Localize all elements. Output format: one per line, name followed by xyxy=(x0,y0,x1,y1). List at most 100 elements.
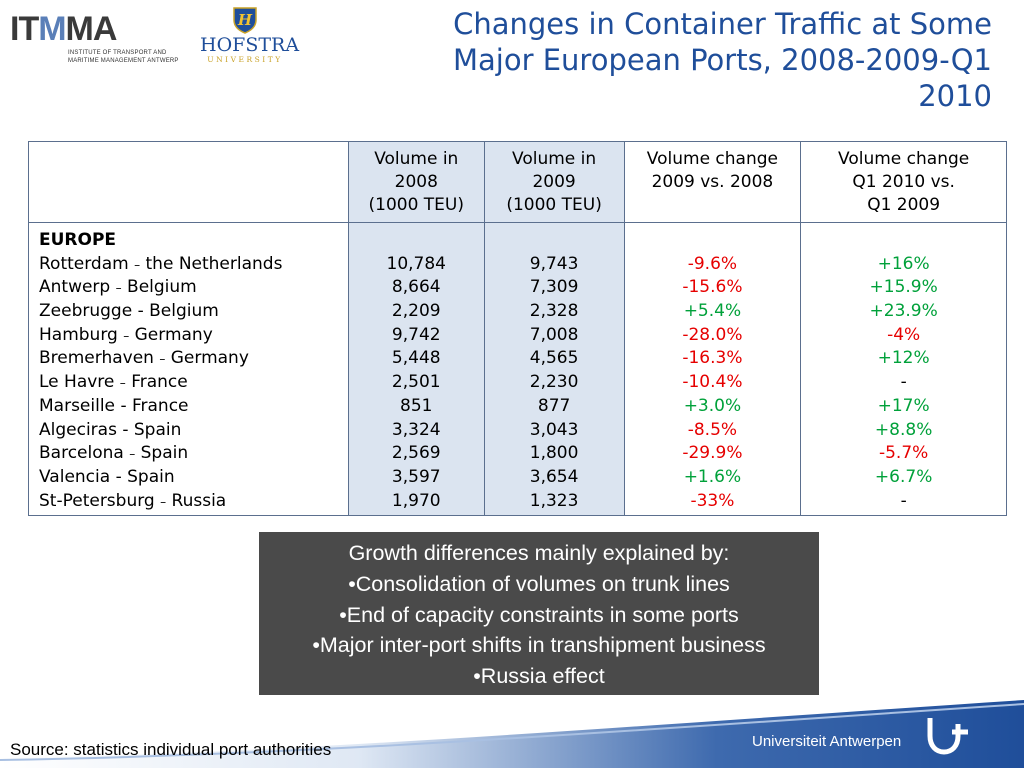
volume-2009-value: 2,328 xyxy=(529,301,579,322)
port-country: France xyxy=(131,395,189,416)
header-volume-2009-line2: 2009 xyxy=(532,172,576,192)
hofstra-name: HOFSTRA xyxy=(200,34,300,56)
change-q1-value: +6.7% xyxy=(874,466,933,487)
port-row-label: Hamburg – Germany xyxy=(39,324,348,348)
change-q1-value: -4% xyxy=(887,324,921,345)
itmma-subline-1: INSTITUTE OF TRANSPORT AND xyxy=(68,50,167,56)
header-volume-2008-line3: (1000 TEU) xyxy=(368,195,465,215)
change-2009-value: -9.6% xyxy=(687,253,738,274)
port-name: Valencia xyxy=(39,466,111,487)
change-2009-value: -10.4% xyxy=(682,372,743,393)
table-body-row: EUROPE Rotterdam – the Netherlands Antwer… xyxy=(28,221,1007,517)
change-q1-cell: +16% +15.9% +23.9% -4% +12% - +17% +8.8% -5.7% +6… xyxy=(800,221,1007,517)
volume-2008-value: 1,970 xyxy=(391,490,441,511)
port-row-label: Bremerhaven – Germany xyxy=(39,347,348,371)
port-separator: - xyxy=(115,466,122,487)
summary-bullet-2: •End of capacity constraints in some por… xyxy=(339,602,739,627)
change-2009-value: -28.0% xyxy=(682,324,743,345)
change-2009-value: -16.3% xyxy=(682,348,743,369)
port-country: Spain xyxy=(127,466,175,487)
source-note: Source: statistics individual port autho… xyxy=(10,740,332,759)
summary-box: Growth differences mainly explained by: … xyxy=(259,532,819,695)
header-change-q1-line2: Q1 2010 vs. xyxy=(852,172,955,192)
itmma-logo-part1: IT xyxy=(10,10,39,48)
header-change-2009-line2: 2009 vs. 2008 xyxy=(651,172,774,192)
volume-2009-list: 9,743 7,309 2,328 7,008 4,565 2,230 877 3,043 1,… xyxy=(485,253,624,514)
change-2009-value: +3.0% xyxy=(683,395,742,416)
port-row-label: Antwerp – Belgium xyxy=(39,276,348,300)
port-country: Germany xyxy=(134,324,213,345)
header-volume-2009: Volume in 2009 (1000 TEU) xyxy=(483,141,625,223)
port-row-label: Barcelona – Spain xyxy=(39,442,348,466)
volume-2008-value: 3,324 xyxy=(391,419,441,440)
change-2009-value: -29.9% xyxy=(682,443,743,464)
port-name: Hamburg xyxy=(39,324,118,345)
itmma-logo-part2: M xyxy=(38,10,66,48)
change-2009-list: -9.6% -15.6% +5.4% -28.0% -16.3% -10.4% +3.0% -… xyxy=(625,253,801,514)
change-2009-value: -33% xyxy=(690,490,735,511)
change-q1-value: +8.8% xyxy=(874,419,933,440)
title-line-1: Changes in Container Traffic at Some xyxy=(453,7,992,41)
volume-2009-value: 7,309 xyxy=(529,277,579,298)
port-row-label: Marseille - France xyxy=(39,395,348,419)
port-separator: – xyxy=(160,494,167,509)
port-name: St-Petersburg xyxy=(39,490,155,511)
university-antwerp-name: Universiteit Antwerpen xyxy=(752,733,902,750)
port-row-label: Valencia - Spain xyxy=(39,466,348,490)
volume-2008-value: 2,209 xyxy=(391,301,441,322)
header-volume-2008: Volume in 2008 (1000 TEU) xyxy=(347,141,485,223)
volume-2009-value: 1,323 xyxy=(529,490,579,511)
itmma-logo-wordmark: ITMMA xyxy=(10,10,118,48)
change-q1-list: +16% +15.9% +23.9% -4% +12% - +17% +8.8% -5.7% +6… xyxy=(801,253,1006,514)
region-label: EUROPE xyxy=(39,230,117,250)
summary-bullet-3: •Major inter-port shifts in transhipment… xyxy=(312,633,766,658)
port-name: Rotterdam xyxy=(39,253,129,274)
university-antwerp-logo-icon xyxy=(927,718,968,755)
change-2009-value: -15.6% xyxy=(682,277,743,298)
volume-2008-value: 851 xyxy=(400,395,433,416)
port-name: Bremerhaven xyxy=(39,348,154,369)
port-country: Belgium xyxy=(127,277,197,298)
container-traffic-table: Volume in 2008 (1000 TEU) Volume in 2009… xyxy=(28,141,1007,517)
volume-2009-cell: 9,743 7,309 2,328 7,008 4,565 2,230 877 3,043 1,… xyxy=(483,221,625,517)
volume-2008-value: 8,664 xyxy=(391,277,441,298)
change-q1-value: - xyxy=(900,372,907,393)
itmma-logo-part3: MA xyxy=(65,10,118,48)
header-change-q1-line3: Q1 2009 xyxy=(867,195,941,215)
change-2009-value: -8.5% xyxy=(687,419,738,440)
header-port xyxy=(28,141,349,223)
port-row-label: Le Havre – France xyxy=(39,371,348,395)
port-country: Belgium xyxy=(149,301,219,322)
port-name: Barcelona xyxy=(39,443,124,464)
change-2009-cell: -9.6% -15.6% +5.4% -28.0% -16.3% -10.4% +3.0% -… xyxy=(623,221,802,517)
port-separator: – xyxy=(129,447,136,462)
summary-heading: Growth differences mainly explained by: xyxy=(348,541,730,565)
port-row-label: Algeciras - Spain xyxy=(39,419,348,443)
hofstra-logo: H HOFSTRA UNIVERSITY xyxy=(200,6,300,68)
change-q1-value: +16% xyxy=(877,253,930,274)
port-row-label: St-Petersburg – Russia xyxy=(39,490,348,514)
volume-2008-value: 5,448 xyxy=(391,348,441,369)
change-q1-value: +12% xyxy=(877,348,930,369)
port-separator: - xyxy=(122,419,129,440)
header-volume-2009-line1: Volume in xyxy=(512,149,597,169)
change-2009-value: +5.4% xyxy=(683,301,742,322)
port-name: Marseille xyxy=(39,395,116,416)
volume-2009-value: 3,043 xyxy=(529,419,579,440)
title-line-3: 2010 xyxy=(918,79,992,113)
change-q1-value: +23.9% xyxy=(869,301,938,322)
port-country: Spain xyxy=(133,419,182,440)
volume-2008-value: 9,742 xyxy=(391,324,441,345)
port-country: Russia xyxy=(171,490,227,511)
volume-2008-value: 2,501 xyxy=(391,372,441,393)
change-q1-value: +15.9% xyxy=(869,277,938,298)
hofstra-university: UNIVERSITY xyxy=(207,55,283,64)
header-volume-2008-line1: Volume in xyxy=(374,149,459,169)
volume-2008-list: 10,784 8,664 2,209 9,742 5,448 2,501 851 3,324 2… xyxy=(349,253,484,514)
volume-2009-value: 3,654 xyxy=(529,466,579,487)
port-country: Spain xyxy=(140,443,189,464)
itmma-logo: ITMMA INSTITUTE OF TRANSPORT AND MARITIM… xyxy=(10,10,200,66)
port-separator: - xyxy=(137,301,144,322)
change-q1-value: -5.7% xyxy=(878,443,929,464)
port-name: Le Havre xyxy=(39,372,115,393)
